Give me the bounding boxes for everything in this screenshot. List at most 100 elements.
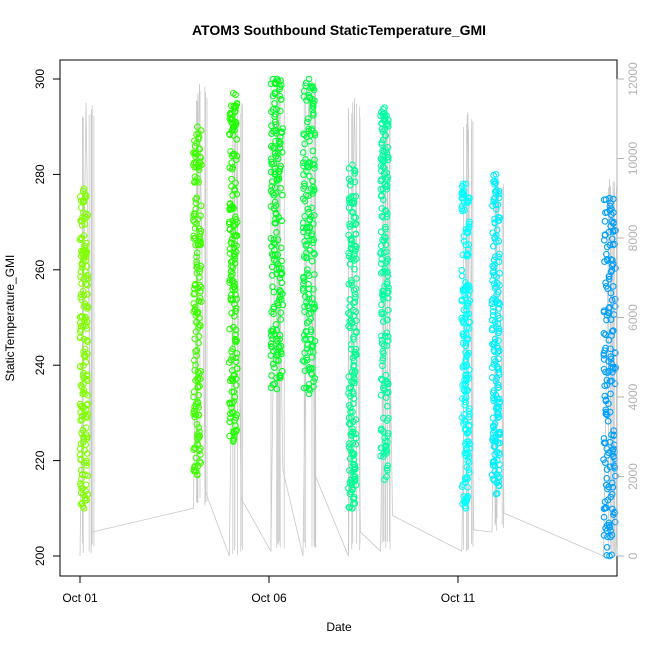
data-point [377, 242, 385, 250]
data-point [463, 475, 471, 482]
data-point [495, 337, 502, 344]
data-point [269, 326, 277, 333]
data-point [496, 473, 503, 481]
data-point [606, 202, 614, 210]
data-point [190, 464, 198, 471]
data-point [77, 204, 85, 211]
data-point [80, 369, 87, 377]
data-point [309, 102, 317, 110]
data-point [462, 394, 470, 401]
data-point [226, 325, 234, 333]
data-point [495, 395, 503, 403]
data-point [80, 198, 88, 206]
data-point [193, 269, 201, 277]
data-point [276, 331, 284, 339]
data-point [608, 218, 616, 225]
data-point [604, 485, 611, 493]
data-point [463, 361, 471, 369]
y-tick-label: 280 [33, 164, 47, 184]
data-point [226, 418, 234, 426]
y2-tick-label: 8000 [626, 224, 640, 251]
data-point [83, 350, 91, 357]
data-point [80, 303, 88, 310]
data-point [378, 310, 386, 318]
data-point [351, 178, 359, 186]
data-point [78, 313, 85, 320]
data-point [463, 446, 471, 454]
data-point [465, 197, 473, 205]
data-point [604, 417, 612, 425]
data-point [611, 295, 619, 303]
data-point [351, 298, 359, 306]
data-point [349, 440, 357, 447]
data-point [603, 445, 611, 453]
data-point [269, 335, 276, 343]
data-point [348, 319, 356, 327]
data-point [345, 503, 353, 511]
data-point [465, 453, 473, 461]
data-point [78, 475, 85, 483]
data-point [346, 223, 354, 230]
data-point [494, 414, 502, 421]
data-point [304, 302, 312, 310]
data-point [495, 466, 503, 474]
data-point [464, 493, 472, 500]
data-point [226, 400, 234, 408]
data-point [308, 354, 316, 361]
data-point [77, 382, 85, 389]
data-point [191, 290, 199, 297]
data-point [603, 316, 610, 324]
data-point [352, 434, 360, 442]
data-point [76, 334, 84, 342]
data-point [80, 275, 88, 283]
data-point [268, 250, 276, 258]
data-point [608, 262, 616, 270]
data-point [462, 342, 469, 350]
data-point [308, 204, 316, 212]
data-point [608, 377, 615, 385]
data-point [270, 288, 278, 296]
data-point [271, 118, 279, 126]
data-point [268, 263, 276, 271]
data-point [604, 285, 612, 293]
data-point [79, 439, 87, 446]
data-point [348, 378, 356, 385]
data-point [277, 264, 285, 272]
data-point [304, 163, 311, 171]
data-point [84, 338, 91, 345]
data-point [271, 164, 279, 172]
data-point [307, 326, 315, 333]
data-point [82, 257, 89, 264]
data-point [230, 323, 237, 331]
data-point [192, 148, 200, 156]
series-points [458, 180, 474, 512]
data-point [194, 430, 201, 438]
data-point [227, 268, 235, 275]
data-point [305, 272, 313, 280]
data-point [231, 187, 238, 194]
data-point [346, 199, 353, 207]
data-point [463, 324, 471, 332]
y-tick-label: 300 [33, 69, 47, 89]
data-point [197, 283, 205, 291]
data-point [197, 322, 204, 330]
data-point [300, 162, 307, 170]
data-point [379, 293, 387, 301]
data-point [196, 265, 204, 272]
data-point [383, 378, 390, 386]
data-point [489, 475, 497, 483]
data-point [308, 257, 316, 265]
data-point [609, 368, 616, 376]
data-point [352, 440, 360, 448]
data-point [227, 258, 235, 266]
data-point [345, 402, 353, 409]
data-point [463, 228, 471, 236]
data-point [308, 83, 316, 91]
data-point [233, 242, 240, 250]
data-point [194, 471, 201, 479]
data-point [609, 220, 617, 227]
data-point [193, 131, 200, 138]
data-point [463, 307, 470, 314]
data-point [195, 333, 203, 340]
chart-title: ATOM3 Southbound StaticTemperature_GMI [192, 22, 486, 38]
